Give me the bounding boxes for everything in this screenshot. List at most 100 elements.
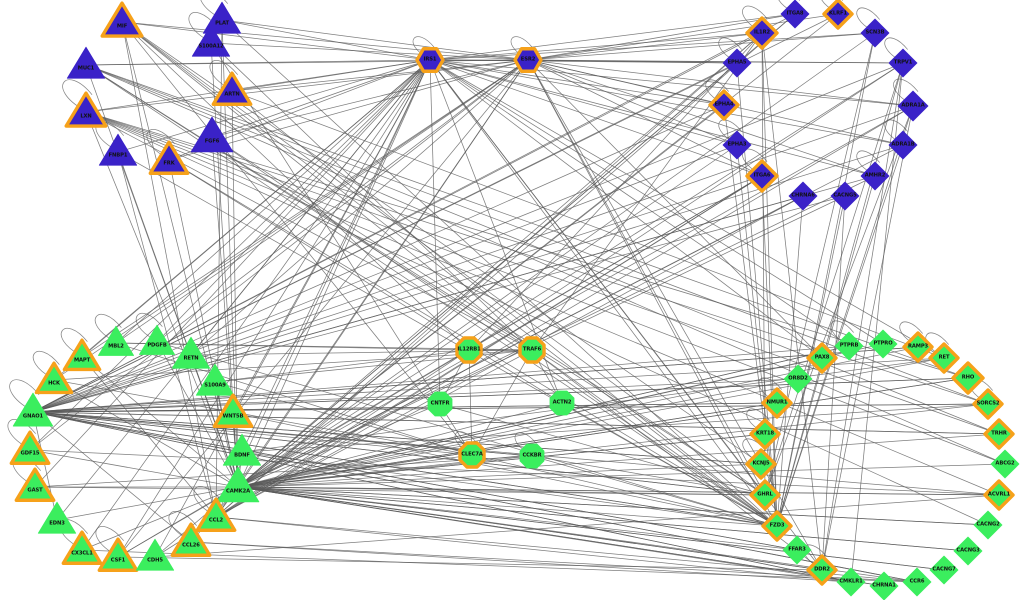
- diamond-node-shape: [860, 161, 890, 191]
- graph-node-traf6[interactable]: TRAF6: [514, 332, 550, 368]
- edge: [85, 111, 989, 405]
- self-loop-edge: [94, 313, 122, 342]
- graph-node-muc1[interactable]: MUC1: [64, 43, 108, 87]
- edge: [34, 59, 431, 488]
- edge: [121, 21, 431, 61]
- edge: [429, 59, 738, 146]
- edge: [527, 59, 778, 527]
- edge: [221, 19, 529, 61]
- graph-node-adra1a[interactable]: ADRA1A: [893, 86, 933, 126]
- graph-node-itga8[interactable]: ITGA8: [776, 0, 814, 33]
- edge: [761, 32, 823, 571]
- graph-node-fnbp1[interactable]: FNBP1: [96, 130, 140, 174]
- edge: [32, 411, 762, 465]
- diamond-node-shape: [745, 16, 779, 50]
- edge: [527, 59, 823, 359]
- edge: [429, 59, 876, 177]
- graph-node-s100a12[interactable]: S100A12: [189, 21, 233, 65]
- graph-node-trpv1[interactable]: TRPV1: [884, 44, 922, 82]
- edge: [32, 402, 778, 413]
- edge: [32, 411, 58, 521]
- octagon-node-shape: [518, 336, 546, 364]
- graph-node-cckbr[interactable]: CCKBR: [514, 438, 550, 474]
- edge: [231, 90, 778, 527]
- diamond-node-shape: [745, 159, 779, 193]
- graph-node-artn[interactable]: ARTN: [210, 69, 254, 113]
- graph-node-wnt5b[interactable]: WNT5B: [211, 391, 255, 435]
- octagon-node-shape: [427, 391, 453, 417]
- edge: [32, 377, 969, 413]
- triangle-node-shape: [148, 140, 190, 175]
- self-loop-edge: [95, 526, 125, 556]
- graph-node-ptpro[interactable]: PTPRO: [864, 325, 902, 363]
- graph-node-cacng5[interactable]: CACNG5: [826, 177, 864, 215]
- edge: [429, 59, 441, 405]
- graph-node-frk[interactable]: FRK: [147, 138, 191, 182]
- edge: [429, 59, 763, 177]
- edge: [761, 32, 766, 496]
- hexagon-node-shape: [415, 47, 445, 73]
- graph-node-epha5[interactable]: EPHA5: [718, 44, 756, 82]
- edge: [237, 486, 823, 571]
- triangle-node-shape: [34, 361, 74, 395]
- graph-node-cdh5[interactable]: CDH5: [133, 535, 177, 579]
- edge: [471, 349, 533, 456]
- graph-node-cntfr[interactable]: CNTFR: [422, 386, 458, 422]
- edge: [237, 377, 969, 488]
- edge: [85, 64, 766, 496]
- edge: [237, 454, 473, 488]
- triangle-node-shape: [211, 71, 253, 106]
- self-loop-edge: [925, 332, 949, 357]
- graph-node-chrna6[interactable]: CHRNA6: [784, 177, 822, 215]
- diamond-node-shape: [990, 449, 1020, 479]
- edge: [237, 357, 945, 488]
- graph-node-mif[interactable]: MIF: [99, 0, 145, 45]
- edge: [237, 463, 1006, 488]
- diamond-node-shape: [888, 130, 918, 160]
- graph-node-ccr6[interactable]: CCR6: [898, 563, 936, 600]
- edge: [429, 59, 914, 107]
- triangle-node-shape: [195, 363, 235, 396]
- graph-node-actn2[interactable]: ACTN2: [544, 385, 580, 421]
- self-loop-edge: [893, 78, 919, 105]
- edge: [32, 378, 799, 413]
- self-loop-edge: [60, 327, 88, 356]
- octagon-node-shape: [519, 443, 545, 469]
- self-loop-edge: [135, 312, 163, 341]
- edge: [85, 64, 969, 379]
- edge: [237, 403, 989, 488]
- graph-node-klrf1[interactable]: KLRF1: [819, 0, 857, 33]
- triangle-node-shape: [171, 336, 211, 369]
- graph-node-esr2[interactable]: ESR2: [510, 42, 546, 78]
- edge: [237, 346, 919, 488]
- graph-node-itga6[interactable]: ITGA6: [742, 156, 782, 196]
- edge: [761, 32, 778, 527]
- edge: [237, 486, 1000, 496]
- edge: [32, 345, 850, 413]
- edge: [429, 32, 763, 61]
- edge: [764, 62, 904, 496]
- edge: [527, 13, 839, 61]
- graph-node-irs1[interactable]: IRS1: [412, 42, 448, 78]
- edge: [527, 59, 763, 177]
- triangle-node-shape: [9, 430, 51, 465]
- graph-node-fgf6[interactable]: FGF6: [188, 113, 236, 161]
- graph-node-clec7a[interactable]: CLEC7A: [454, 437, 490, 473]
- edge: [527, 59, 876, 177]
- graph-node-epha4[interactable]: EPHA4: [705, 86, 743, 124]
- edge: [168, 159, 563, 404]
- graph-node-il12rb1[interactable]: IL12RB1: [451, 332, 487, 368]
- diamond-node-shape: [902, 567, 932, 597]
- graph-node-lxn[interactable]: LXN: [63, 89, 109, 135]
- self-loop-edge: [718, 37, 742, 62]
- edge: [85, 111, 1000, 435]
- edge: [81, 356, 217, 518]
- diamond-node-shape: [928, 342, 960, 374]
- edge: [29, 59, 529, 451]
- edge: [215, 349, 533, 518]
- edge: [117, 59, 529, 558]
- self-loop-edge: [856, 7, 880, 32]
- self-loop-edge: [209, 60, 239, 90]
